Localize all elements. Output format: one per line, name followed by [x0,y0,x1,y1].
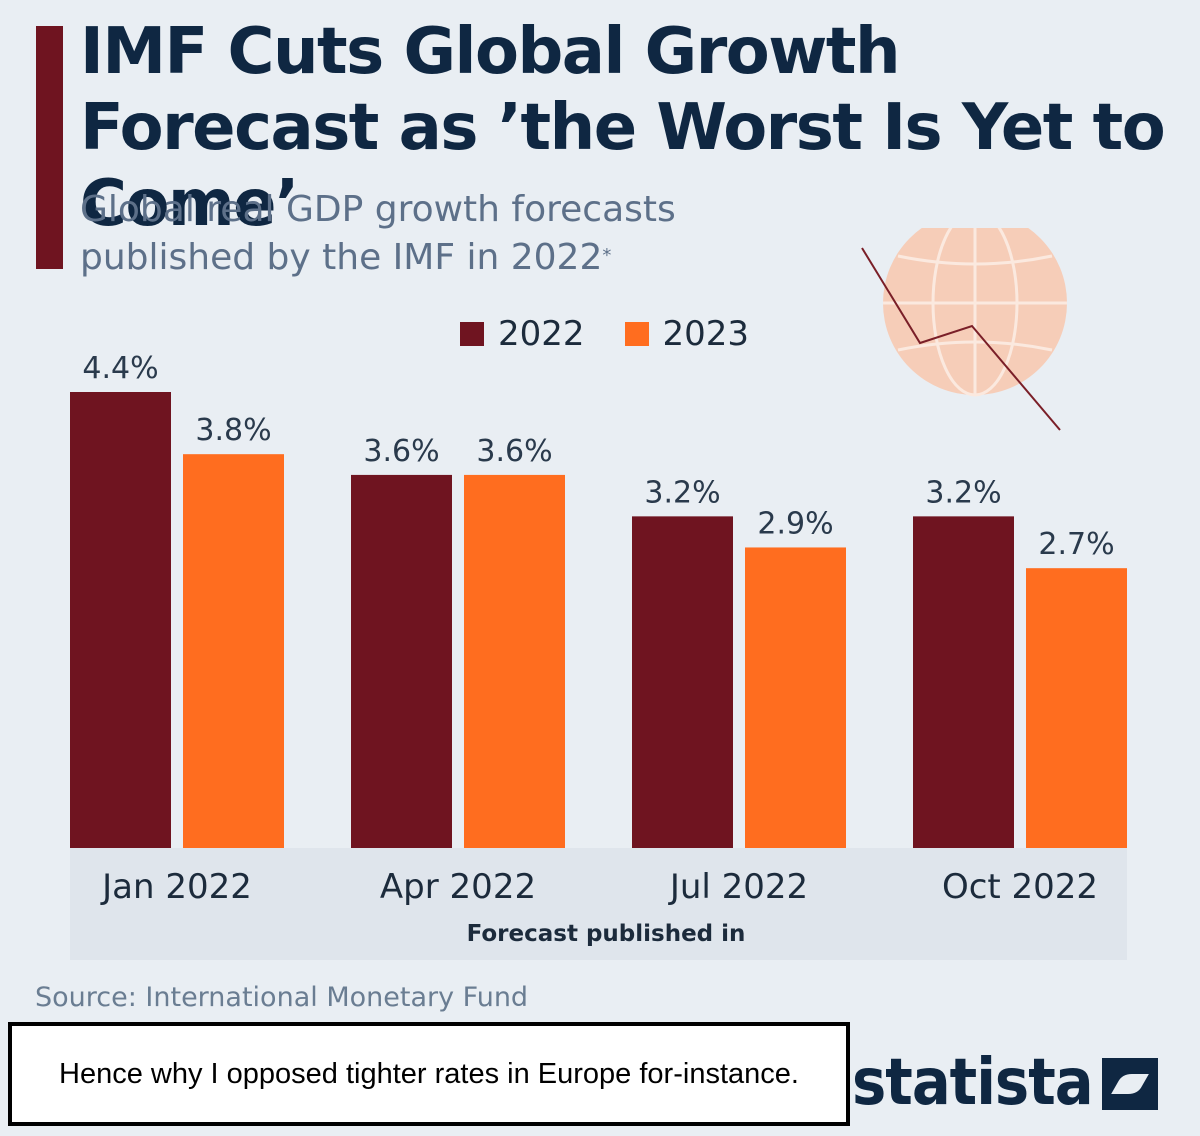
x-tick-label-0: Jan 2022 [100,867,252,907]
data-label-2023-3: 2.7% [1038,527,1114,562]
chart-subtitle: Global real GDP growth forecasts publish… [80,186,800,282]
bar-2023-2 [745,547,846,848]
data-label-2022-2: 3.2% [644,475,720,510]
x-tick-label-3: Oct 2022 [942,867,1098,907]
bar-2023-3 [1026,568,1127,848]
bar-2022-0 [70,392,171,848]
data-label-2023-0: 3.8% [195,413,271,448]
data-label-2022-3: 3.2% [925,475,1001,510]
legend-item-2023: 2023 [624,314,750,354]
x-tick-label-2: Jul 2022 [668,867,808,907]
x-axis-band [70,848,1127,960]
data-label-2023-2: 2.9% [757,506,833,541]
legend-label-2023: 2023 [662,314,750,354]
subtitle-footnote-marker: * [602,245,612,266]
chart-title: IMF Cuts Global Growth Forecast as ’the … [80,15,1166,241]
data-label-2023-1: 3.6% [476,434,552,469]
legend-item-2022: 2022 [460,314,585,354]
comment-caption: Hence why I opposed tighter rates in Eur… [8,1022,850,1126]
globe-icon [861,228,1067,431]
statista-wordmark: statista [852,1046,1094,1120]
legend-swatch-2023 [624,322,649,346]
bar-chart: 4.4% 3.8% Jan 2022 3.6% 3.6% Apr 2022 3.2% 2.9%… [70,351,1127,960]
bar-2023-1 [464,474,565,848]
x-axis-label: Forecast published in [467,921,746,947]
statista-logo-icon [1102,1058,1158,1110]
chart-legend: 2022 2023 [460,312,749,356]
subtitle-text: Global real GDP growth forecasts publish… [80,189,676,278]
x-tick-label-1: Apr 2022 [380,867,536,907]
data-label-2022-1: 3.6% [363,434,439,469]
legend-swatch-2022 [460,322,484,346]
title-accent-bar [36,26,63,269]
bar-2022-1 [351,474,452,848]
bar-2022-2 [632,516,733,848]
source-note: Source: International Monetary Fund [35,982,529,1013]
bar-2023-0 [183,454,284,848]
data-label-2022-0: 4.4% [82,351,158,386]
legend-label-2022: 2022 [498,314,585,354]
bar-2022-3 [913,516,1014,848]
